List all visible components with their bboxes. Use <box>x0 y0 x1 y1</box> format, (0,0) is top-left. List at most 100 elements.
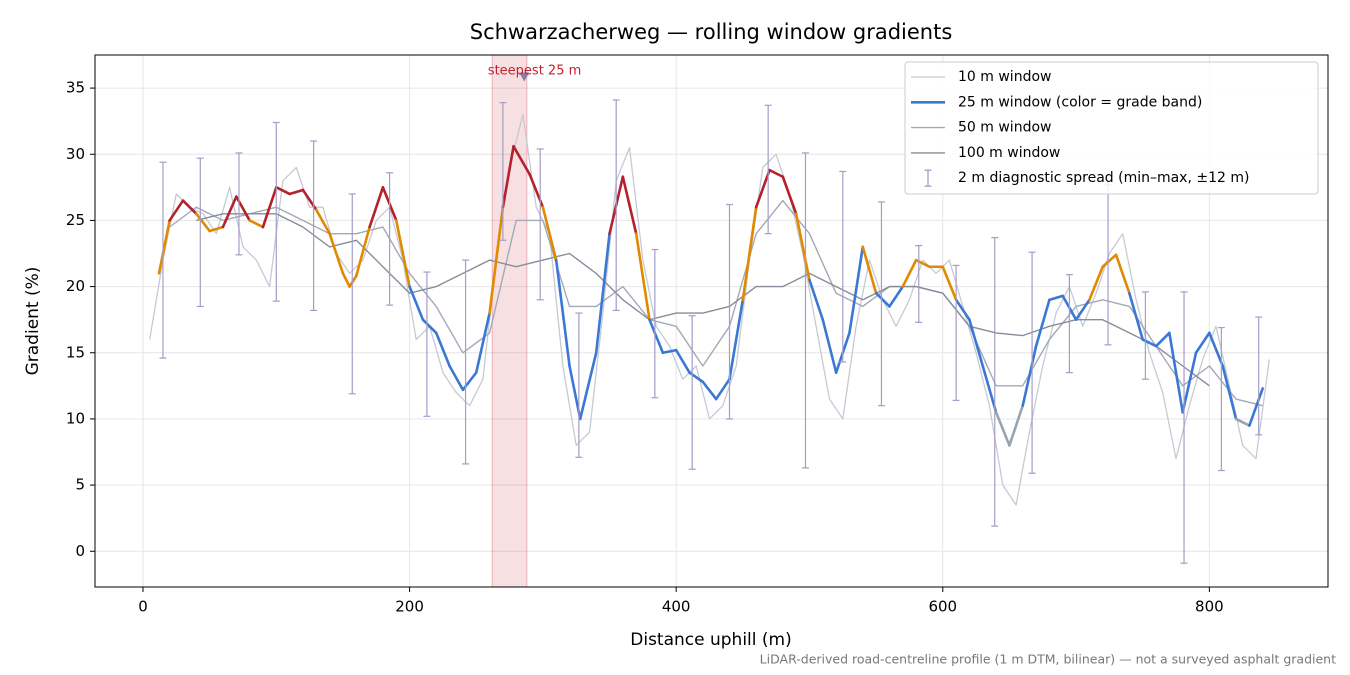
line-segment <box>394 219 411 288</box>
line-segment <box>434 331 451 368</box>
line-segment <box>861 245 878 295</box>
line-segment <box>874 291 891 308</box>
line-segment <box>1021 344 1038 407</box>
line-segment <box>328 232 345 275</box>
footnote: LiDAR-derived road-centreline profile (1… <box>760 652 1336 667</box>
x-tick-label: 800 <box>1195 598 1224 616</box>
chart-title: Schwarzacherweg — rolling window gradien… <box>470 20 953 44</box>
line-segment <box>474 311 491 374</box>
legend-label: 2 m diagnostic spread (min–max, ±12 m) <box>958 170 1249 186</box>
line-segment <box>621 175 638 235</box>
y-tick-label: 30 <box>66 145 85 163</box>
line-segment <box>157 219 171 275</box>
x-tick-label: 200 <box>395 598 424 616</box>
line-segment <box>501 145 515 209</box>
line-segment <box>1114 253 1131 295</box>
line-segment <box>768 168 785 179</box>
line-segment <box>181 199 198 216</box>
line-segment <box>488 205 505 315</box>
line-segment <box>261 186 278 229</box>
x-tick-label: 400 <box>662 598 691 616</box>
legend: 10 m window 25 m window (color = grade ba… <box>904 61 1319 195</box>
annotation: steepest 25 m <box>488 64 581 79</box>
line-segment <box>208 225 225 233</box>
line-segment <box>634 232 651 321</box>
line-segment <box>408 285 425 321</box>
line-segment <box>195 212 211 233</box>
x-axis-label: Distance uphill (m) <box>630 630 791 650</box>
legend-label: 50 m window <box>958 120 1051 136</box>
line-segment <box>1194 331 1211 355</box>
line-segment <box>448 364 465 392</box>
line-segment <box>1074 298 1091 321</box>
line-segment <box>1154 331 1171 348</box>
line-segment <box>888 285 905 308</box>
y-tick-label: 20 <box>66 277 85 295</box>
legend-label: 10 m window <box>958 69 1051 85</box>
line-segment <box>314 208 331 235</box>
plot-frame <box>94 54 1329 588</box>
line-segment <box>674 348 691 374</box>
y-axis-label: Gradient (%) <box>23 267 43 376</box>
line-segment <box>341 272 351 288</box>
line-segment <box>248 219 265 229</box>
line-segment <box>701 380 718 401</box>
line-segment <box>554 258 571 368</box>
line-segment <box>808 278 825 321</box>
x-tick-label: 0 <box>138 598 148 616</box>
y-tick-label: 5 <box>75 476 85 494</box>
line-segment <box>1221 364 1238 421</box>
line-segment <box>1034 298 1051 348</box>
line-segment <box>1181 351 1198 414</box>
line-segment <box>754 168 771 209</box>
line-segment <box>168 199 185 222</box>
y-tick-label: 35 <box>66 79 85 97</box>
line-segment <box>578 351 598 421</box>
line-segment <box>1208 331 1224 368</box>
line-segment <box>954 298 971 321</box>
line-segment <box>901 258 918 288</box>
y-tick-label: 0 <box>75 542 85 560</box>
line-segment <box>594 232 611 355</box>
legend-label: 25 m window (color = grade band) <box>958 94 1202 110</box>
line-segment <box>1048 294 1065 302</box>
line-segment <box>741 205 758 302</box>
line-segment <box>288 188 305 196</box>
line-segment <box>728 298 745 381</box>
highlight-span <box>491 54 528 588</box>
line-segment <box>1128 291 1145 341</box>
line-segment <box>994 411 1011 447</box>
y-tick-label: 25 <box>66 211 85 229</box>
line-segment <box>421 318 438 335</box>
line-segment <box>714 377 731 401</box>
line-segment <box>354 225 371 278</box>
y-tick-label: 10 <box>66 409 85 427</box>
line-segment <box>968 318 985 368</box>
y-tick-label: 15 <box>66 343 85 361</box>
line-segment <box>512 145 531 176</box>
line-segment <box>1088 265 1105 302</box>
line-segment <box>794 212 811 282</box>
line-segment <box>1008 404 1025 447</box>
line-segment <box>821 318 838 374</box>
line-segment <box>221 195 238 229</box>
line-segment <box>1234 417 1251 427</box>
steepest-marker <box>519 72 530 82</box>
line-segment <box>661 348 678 355</box>
legend-box <box>904 61 1319 195</box>
line-segment <box>1101 253 1118 269</box>
line-segment <box>541 205 558 262</box>
x-tick-label: 600 <box>928 598 957 616</box>
line-segment <box>648 318 665 355</box>
line-segment <box>848 245 865 335</box>
line-segment <box>368 186 385 229</box>
line-segment <box>781 175 798 216</box>
line-segment <box>941 265 958 302</box>
line-segment <box>1248 387 1264 427</box>
legend-label: 100 m window <box>958 145 1060 161</box>
line-segment <box>274 186 291 196</box>
line-segment <box>981 364 998 414</box>
line-segment <box>1168 331 1185 414</box>
line-segment <box>348 274 358 288</box>
